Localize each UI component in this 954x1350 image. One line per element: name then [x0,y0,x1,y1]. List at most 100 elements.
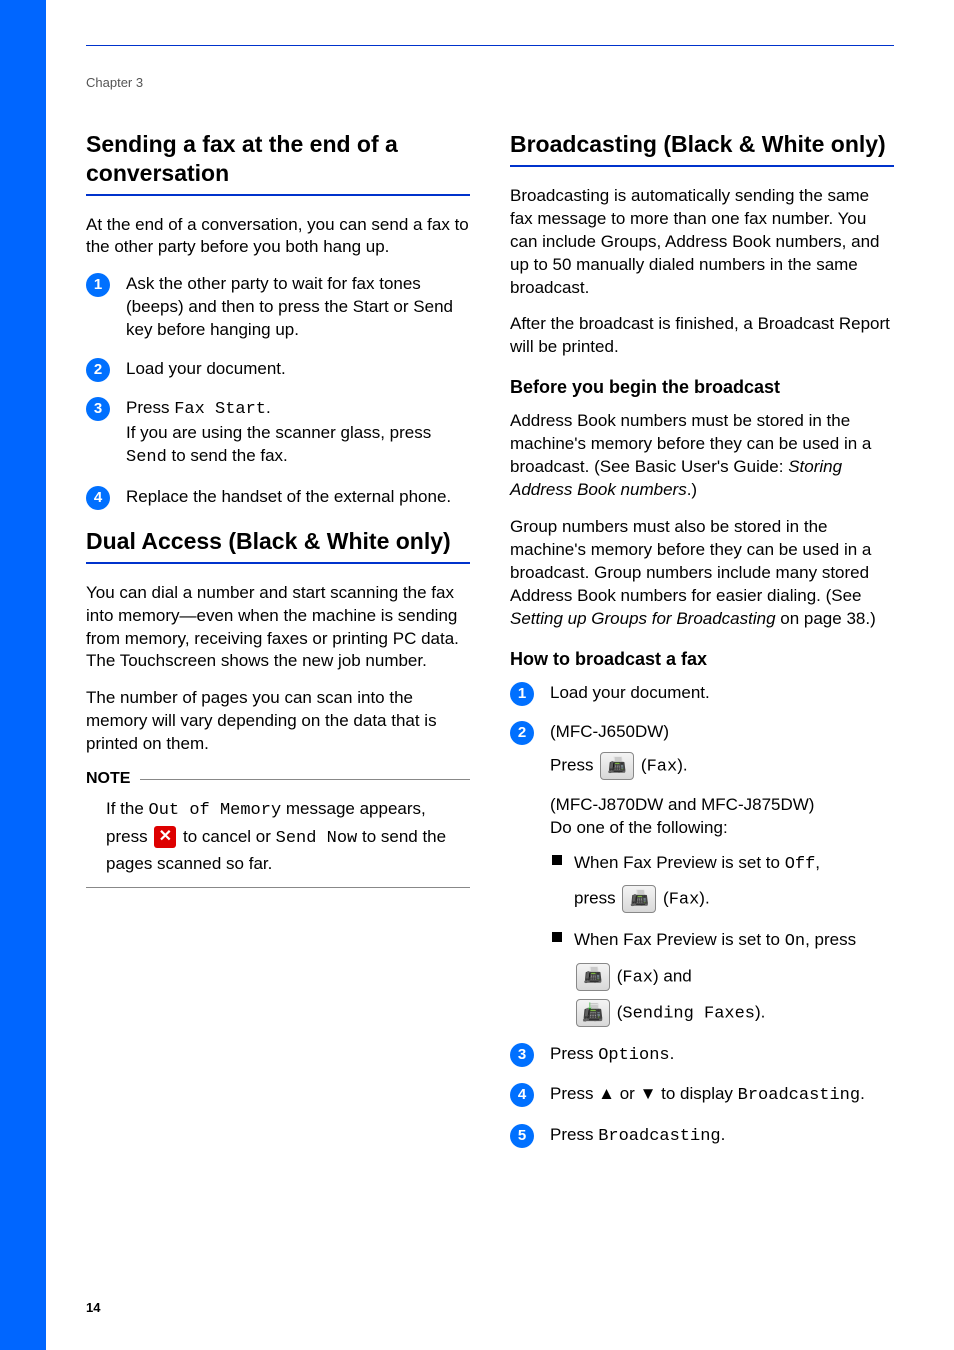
mono-text: Fax [622,968,653,987]
paragraph: Group numbers must also be stored in the… [510,516,894,631]
mono-text: Off [785,855,816,874]
text: press [574,888,620,907]
text: Press [550,1044,598,1063]
text: ). [755,1002,765,1021]
mono-text: On [785,932,805,951]
step-bullet: 1 [86,273,110,297]
text: ). [699,888,709,907]
top-rule [86,45,894,46]
step-1: 1 Ask the other party to wait for fax to… [86,273,470,342]
heading-broadcasting: Broadcasting (Black & White only) [510,130,894,167]
sending-faxes-line: 📠↓ (Sending Faxes). [574,999,894,1027]
step-bullet: 1 [510,682,534,706]
text: When Fax Preview is set to [574,853,785,872]
text: Press ▲ or ▼ to display [550,1084,738,1103]
step-text: Press Broadcasting. [550,1125,725,1144]
mono-text: Sending Faxes [622,1004,755,1023]
step-bullet: 3 [86,397,110,421]
left-column: Sending a fax at the end of a conversati… [86,130,470,1167]
mono-text: Fax [647,757,678,776]
step-bullet: 4 [510,1083,534,1107]
text: .) [687,480,697,499]
mono-text: Fax [669,890,700,909]
step-3: 3 Press Options. [510,1043,894,1068]
paragraph: At the end of a conversation, you can se… [86,214,470,260]
text: ). [677,755,687,774]
text: . [266,398,271,417]
text: Press [550,755,598,774]
text: . [860,1084,865,1103]
fax-icon: 📠 [576,963,610,991]
text: to cancel or [178,827,275,846]
heading-dual-access: Dual Access (Black & White only) [86,527,470,564]
text: Press [126,398,174,417]
text: Press [550,1125,598,1144]
note-heading: NOTE [86,770,470,788]
step-2: 2 Load your document. [86,358,470,381]
page-number: 14 [86,1300,100,1315]
subhead-before-broadcast: Before you begin the broadcast [510,377,894,398]
note-body: If the Out of Memory message appears, pr… [86,796,470,888]
fax-icon: 📠 [622,885,656,913]
step-5: 5 Press Broadcasting. [510,1124,894,1149]
step-text: Ask the other party to wait for fax tone… [126,274,453,339]
side-blue-bar [0,0,46,1350]
step-2: 2 (MFC-J650DW) Press 📠 (Fax). (MFC-J870D… [510,721,894,1027]
cancel-x-icon: ✕ [154,826,176,848]
text: , press [805,930,856,949]
chapter-label: Chapter 3 [86,75,894,90]
text: to send the fax. [167,446,288,465]
mono-text: Send Now [276,829,358,848]
press-fax-line: 📠 (Fax) and [574,963,894,991]
step-bullet: 3 [510,1043,534,1067]
step-text: Press ▲ or ▼ to display Broadcasting. [550,1084,865,1103]
bullet-off: When Fax Preview is set to Off, press 📠 … [550,850,894,914]
step-bullet: 2 [86,358,110,382]
step-text: Replace the handset of the external phon… [126,487,451,506]
model-label: (MFC-J650DW) [550,721,894,744]
text: If the [106,799,149,818]
paragraph: Address Book numbers must be stored in t… [510,410,894,502]
step-text: (MFC-J650DW) Press 📠 (Fax). (MFC-J870DW … [550,721,894,1027]
text: . [670,1044,675,1063]
mono-text: Broadcasting [598,1127,720,1146]
italic-text: Setting up Groups for Broadcasting [510,609,776,628]
note-rule [140,779,470,780]
paragraph: After the broadcast is finished, a Broad… [510,313,894,359]
step-text: Press Fax Start. If you are using the sc… [126,398,431,465]
text: ) and [653,966,692,985]
sending-faxes-icon: 📠↓ [576,999,610,1027]
mono-text: Options [598,1046,669,1065]
paragraph: Broadcasting is automatically sending th… [510,185,894,300]
paragraph: You can dial a number and start scanning… [86,582,470,674]
mono-text: Fax Start [174,400,266,419]
step-bullet: 4 [86,486,110,510]
heading-sending-fax: Sending a fax at the end of a conversati… [86,130,470,196]
text: If you are using the scanner glass, pres… [126,423,431,442]
model-label-2: (MFC-J870DW and MFC-J875DW) Do one of th… [550,794,894,840]
right-column: Broadcasting (Black & White only) Broadc… [510,130,894,1167]
step-text: Load your document. [126,359,286,378]
mono-text: Broadcasting [738,1086,860,1105]
green-arrow-icon: ↓ [587,996,593,1014]
steps-list-1: 1 Ask the other party to wait for fax to… [86,273,470,509]
steps-list-2: 1 Load your document. 2 (MFC-J650DW) Pre… [510,682,894,1150]
note-label: NOTE [86,770,130,788]
content-columns: Sending a fax at the end of a conversati… [86,130,894,1167]
fax-icon: 📠 [600,752,634,780]
step-1: 1 Load your document. [510,682,894,705]
subhead-how-to-broadcast: How to broadcast a fax [510,649,894,670]
step-3: 3 Press Fax Start. If you are using the … [86,397,470,470]
text: , [815,853,820,872]
press-fax-line: press 📠 (Fax). [574,885,894,913]
mono-text: Send [126,448,167,467]
step-text: Load your document. [550,683,710,702]
page: Chapter 3 Sending a fax at the end of a … [0,0,954,1350]
text: on page 38.) [776,609,876,628]
press-fax-line: Press 📠 (Fax). [550,752,894,780]
paragraph: The number of pages you can scan into th… [86,687,470,756]
step-4: 4 Press ▲ or ▼ to display Broadcasting. [510,1083,894,1108]
bullet-on: When Fax Preview is set to On, press 📠 (… [550,927,894,1027]
mono-text: Out of Memory [149,801,282,820]
step-bullet: 5 [510,1124,534,1148]
